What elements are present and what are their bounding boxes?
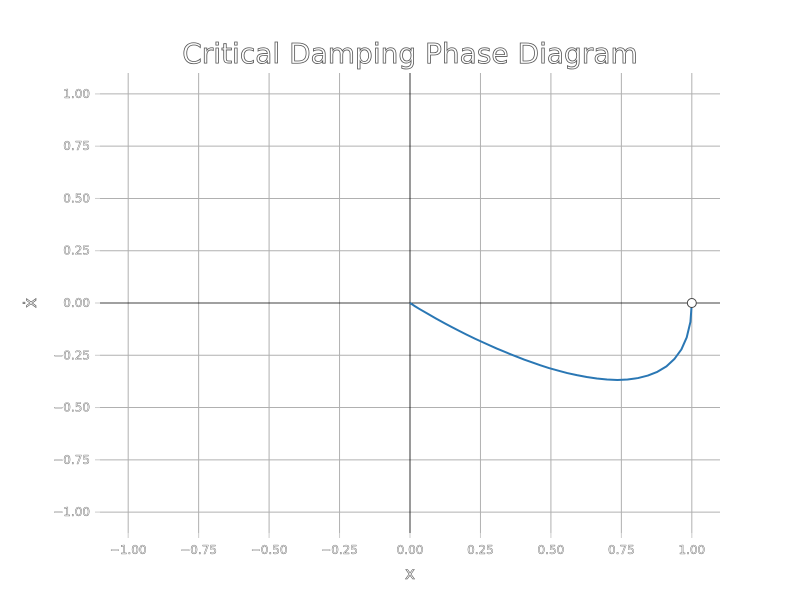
y-tick-label: 0.25 xyxy=(63,244,90,258)
y-axis-label: ẋ xyxy=(21,298,41,308)
x-tick-label: −0.75 xyxy=(180,543,217,557)
y-tick-label: 1.00 xyxy=(63,87,90,101)
y-tick-label: −0.75 xyxy=(53,453,90,467)
y-tick-label: 0.00 xyxy=(63,296,90,310)
chart-title: Critical Damping Phase Diagram xyxy=(182,37,638,70)
trajectory-line xyxy=(409,302,693,381)
y-tick-label: 0.50 xyxy=(63,191,90,205)
x-tick-label: 0.25 xyxy=(467,543,494,557)
axis-ticks: −1.00 −0.75 −0.50 −0.25 0.00 0.25 0.50 0.75 1.00… xyxy=(53,87,705,557)
x-tick-label: −0.25 xyxy=(321,543,358,557)
series-layer xyxy=(409,298,697,381)
y-tick-label: −0.25 xyxy=(53,348,90,362)
x-axis-label: x xyxy=(405,564,415,584)
y-tick-label: 0.75 xyxy=(63,139,90,153)
x-tick-label: −0.50 xyxy=(251,543,288,557)
x-tick-label: 0.75 xyxy=(608,543,635,557)
x-tick-label: 1.00 xyxy=(678,543,705,557)
start-point-marker xyxy=(686,298,697,308)
y-tick-label: −0.50 xyxy=(53,401,90,415)
x-tick-label: −1.00 xyxy=(110,543,147,557)
x-tick-label: 0.00 xyxy=(397,543,424,557)
x-tick-label: 0.50 xyxy=(538,543,565,557)
y-tick-label: −1.00 xyxy=(53,505,90,519)
